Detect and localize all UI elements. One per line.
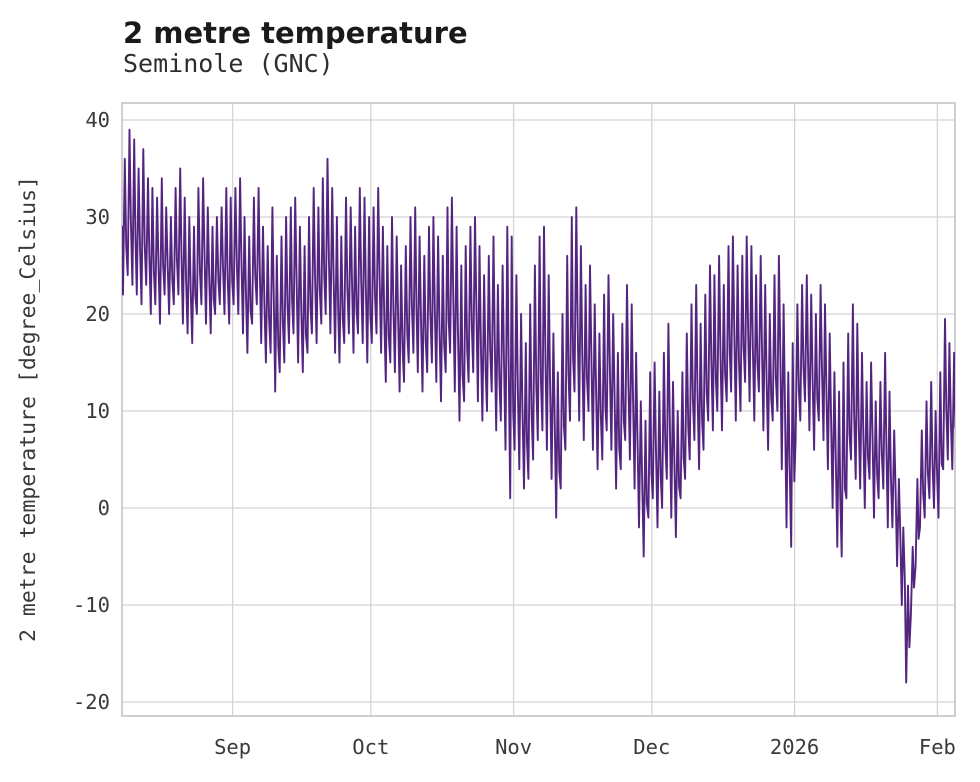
y-tick-label: 0 bbox=[98, 496, 110, 520]
x-tick-label: Sep bbox=[214, 735, 251, 759]
x-tick-label: Feb bbox=[919, 735, 956, 759]
y-tick-label: 20 bbox=[85, 302, 110, 326]
y-tick-label: -10 bbox=[73, 593, 110, 617]
y-tick-label: -20 bbox=[73, 690, 110, 714]
x-tick-label: Oct bbox=[352, 735, 389, 759]
chart-subtitle: Seminole (GNC) bbox=[123, 49, 334, 78]
x-tick-label: 2026 bbox=[770, 735, 819, 759]
temperature-line bbox=[122, 128, 955, 684]
x-tick-label: Nov bbox=[495, 735, 532, 759]
chart-title: 2 metre temperature bbox=[123, 16, 468, 50]
x-tick-label: Dec bbox=[633, 735, 670, 759]
y-tick-label: 40 bbox=[85, 108, 110, 132]
y-tick-label: 10 bbox=[85, 399, 110, 423]
y-tick-label: 30 bbox=[85, 205, 110, 229]
